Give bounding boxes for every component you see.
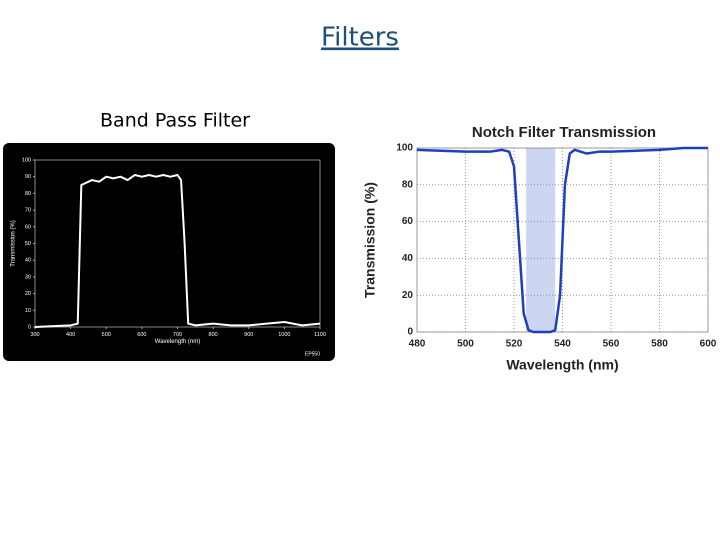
x-tick-label: 400 bbox=[66, 332, 75, 338]
x-tick-label: 300 bbox=[30, 332, 39, 338]
y-tick-label: 90 bbox=[25, 174, 31, 180]
y-tick-label: 40 bbox=[25, 258, 31, 264]
x-tick-label: 1000 bbox=[278, 332, 290, 338]
x-tick-label: 600 bbox=[137, 332, 146, 338]
x-tick-label: 500 bbox=[102, 332, 111, 338]
y-tick-label: 40 bbox=[402, 253, 414, 264]
y-axis-label: Transmission (%) bbox=[11, 220, 17, 266]
y-tick-label: 60 bbox=[25, 224, 31, 230]
x-tick-label: 700 bbox=[173, 332, 182, 338]
x-tick-label: 500 bbox=[457, 339, 474, 350]
y-tick-label: 60 bbox=[402, 216, 414, 227]
y-tick-label: 100 bbox=[22, 157, 31, 163]
y-tick-label: 0 bbox=[407, 327, 413, 338]
x-tick-label: 560 bbox=[603, 339, 620, 350]
y-tick-label: 10 bbox=[25, 308, 31, 314]
y-tick-label: 20 bbox=[25, 291, 31, 297]
y-tick-label: 100 bbox=[396, 143, 413, 154]
plot-frame bbox=[34, 159, 321, 328]
x-tick-label: 480 bbox=[409, 339, 426, 350]
y-tick-label: 80 bbox=[25, 191, 31, 197]
chart-background bbox=[3, 143, 335, 361]
y-tick-label: 30 bbox=[25, 274, 31, 280]
y-tick-label: 20 bbox=[402, 290, 414, 301]
plot-frame bbox=[416, 147, 709, 333]
y-tick-label: 0 bbox=[28, 324, 31, 330]
x-tick-label: 1100 bbox=[314, 332, 326, 338]
x-axis-label: Wavelength (nm) bbox=[506, 356, 618, 372]
y-axis-label: Transmission (%) bbox=[362, 182, 378, 298]
highlight-band bbox=[526, 148, 556, 332]
x-tick-label: 580 bbox=[651, 339, 668, 350]
x-axis-label: Wavelength (nm) bbox=[155, 339, 200, 345]
x-tick-label: 520 bbox=[506, 339, 523, 350]
annotation: EP550 bbox=[305, 351, 320, 357]
x-tick-label: 600 bbox=[700, 339, 717, 350]
x-tick-label: 900 bbox=[244, 332, 253, 338]
data-line bbox=[416, 146, 708, 334]
chart-caption: Band Pass Filter bbox=[100, 110, 250, 132]
chart-title: Notch Filter Transmission bbox=[472, 124, 656, 141]
y-tick-label: 70 bbox=[25, 208, 31, 214]
y-tick-label: 50 bbox=[25, 241, 31, 247]
x-tick-label: 540 bbox=[554, 339, 571, 350]
y-tick-label: 80 bbox=[402, 179, 414, 190]
data-line bbox=[34, 174, 321, 328]
slide-title: Filters bbox=[321, 23, 399, 53]
x-tick-label: 800 bbox=[209, 332, 218, 338]
